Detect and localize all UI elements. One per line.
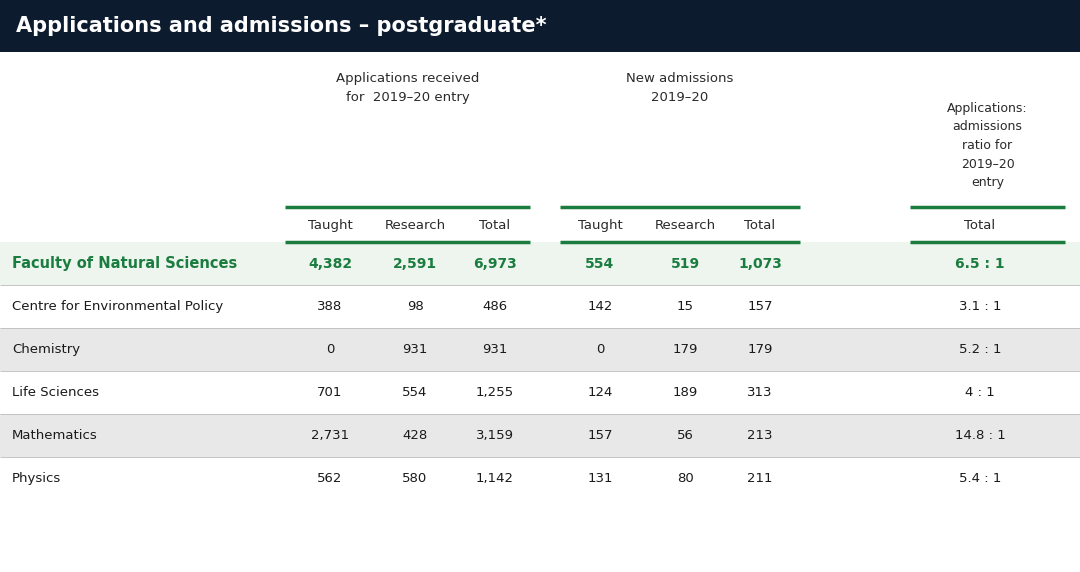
Text: 189: 189 [673, 386, 698, 399]
Text: 931: 931 [483, 343, 508, 356]
Text: Research: Research [384, 219, 446, 232]
Text: 519: 519 [671, 256, 700, 271]
Text: 931: 931 [403, 343, 428, 356]
Text: 6,973: 6,973 [473, 256, 517, 271]
Text: 56: 56 [676, 429, 693, 442]
Text: 388: 388 [318, 300, 342, 313]
Text: Mathematics: Mathematics [12, 429, 98, 442]
FancyBboxPatch shape [0, 328, 1080, 371]
Text: Taught: Taught [308, 219, 352, 232]
Text: Research: Research [654, 219, 716, 232]
Text: Physics: Physics [12, 472, 62, 485]
Text: 486: 486 [483, 300, 508, 313]
FancyBboxPatch shape [0, 371, 1080, 414]
Text: 1,255: 1,255 [476, 386, 514, 399]
Text: 3,159: 3,159 [476, 429, 514, 442]
FancyBboxPatch shape [0, 0, 1080, 52]
Text: 157: 157 [588, 429, 612, 442]
Text: Faculty of Natural Sciences: Faculty of Natural Sciences [12, 256, 238, 271]
Text: 124: 124 [588, 386, 612, 399]
Text: Taught: Taught [578, 219, 622, 232]
Text: Total: Total [964, 219, 996, 232]
Text: Chemistry: Chemistry [12, 343, 80, 356]
FancyBboxPatch shape [0, 457, 1080, 500]
Text: 211: 211 [747, 472, 773, 485]
Text: 131: 131 [588, 472, 612, 485]
Text: 213: 213 [747, 429, 773, 442]
Text: Applications received
for  2019–20 entry: Applications received for 2019–20 entry [336, 72, 480, 104]
Text: 554: 554 [403, 386, 428, 399]
Text: 1,142: 1,142 [476, 472, 514, 485]
Text: 5.2 : 1: 5.2 : 1 [959, 343, 1001, 356]
Text: 5.4 : 1: 5.4 : 1 [959, 472, 1001, 485]
Text: 14.8 : 1: 14.8 : 1 [955, 429, 1005, 442]
Text: 313: 313 [747, 386, 773, 399]
FancyBboxPatch shape [0, 285, 1080, 328]
Text: 0: 0 [326, 343, 334, 356]
Text: 428: 428 [403, 429, 428, 442]
Text: 179: 179 [747, 343, 772, 356]
Text: 6.5 : 1: 6.5 : 1 [955, 256, 1004, 271]
Text: 580: 580 [403, 472, 428, 485]
Text: 1,073: 1,073 [738, 256, 782, 271]
Text: 142: 142 [588, 300, 612, 313]
Text: Applications:
admissions
ratio for
2019–20
entry: Applications: admissions ratio for 2019–… [947, 102, 1028, 189]
FancyBboxPatch shape [0, 414, 1080, 457]
FancyBboxPatch shape [0, 242, 1080, 285]
Text: New admissions
2019–20: New admissions 2019–20 [626, 72, 733, 104]
Text: Applications and admissions – postgraduate*: Applications and admissions – postgradua… [16, 16, 546, 36]
Text: 554: 554 [585, 256, 615, 271]
Text: 179: 179 [673, 343, 698, 356]
Text: Life Sciences: Life Sciences [12, 386, 99, 399]
Text: 80: 80 [677, 472, 693, 485]
Text: Total: Total [480, 219, 511, 232]
Text: 4,382: 4,382 [308, 256, 352, 271]
Text: 2,591: 2,591 [393, 256, 437, 271]
Text: 3.1 : 1: 3.1 : 1 [959, 300, 1001, 313]
Text: 15: 15 [676, 300, 693, 313]
Text: 701: 701 [318, 386, 342, 399]
Text: 98: 98 [407, 300, 423, 313]
Text: 4 : 1: 4 : 1 [966, 386, 995, 399]
Text: 0: 0 [596, 343, 604, 356]
Text: Centre for Environmental Policy: Centre for Environmental Policy [12, 300, 224, 313]
Text: 2,731: 2,731 [311, 429, 349, 442]
Text: 562: 562 [318, 472, 342, 485]
Text: 157: 157 [747, 300, 773, 313]
Text: Total: Total [744, 219, 775, 232]
